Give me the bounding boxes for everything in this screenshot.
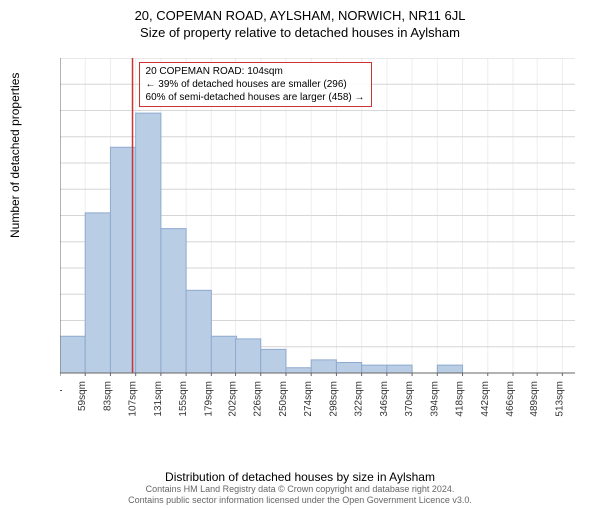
annotation-line: 20 COPEMAN ROAD: 104sqm: [146, 65, 365, 78]
svg-text:466sqm: 466sqm: [505, 381, 516, 417]
svg-text:226sqm: 226sqm: [253, 381, 264, 417]
histogram-plot: 02040608010012014016018020022024035sqm59…: [60, 58, 580, 428]
title-sub: Size of property relative to detached ho…: [0, 25, 600, 40]
x-axis-label: Distribution of detached houses by size …: [0, 470, 600, 484]
annotation-line: 60% of semi-detached houses are larger (…: [146, 91, 365, 104]
svg-text:131sqm: 131sqm: [153, 381, 164, 417]
svg-text:179sqm: 179sqm: [203, 381, 214, 417]
chart-area: 02040608010012014016018020022024035sqm59…: [60, 58, 580, 428]
svg-text:489sqm: 489sqm: [529, 381, 540, 417]
svg-text:418sqm: 418sqm: [455, 381, 466, 417]
svg-text:59sqm: 59sqm: [77, 381, 88, 411]
svg-text:107sqm: 107sqm: [128, 381, 139, 417]
svg-text:298sqm: 298sqm: [328, 381, 339, 417]
svg-text:274sqm: 274sqm: [303, 381, 314, 417]
annotation-line: ← 39% of detached houses are smaller (29…: [146, 78, 365, 91]
attribution: Contains HM Land Registry data © Crown c…: [0, 484, 600, 506]
svg-text:442sqm: 442sqm: [480, 381, 491, 417]
svg-text:155sqm: 155sqm: [178, 381, 189, 417]
svg-text:250sqm: 250sqm: [278, 381, 289, 417]
svg-text:346sqm: 346sqm: [379, 381, 390, 417]
marker-annotation: 20 COPEMAN ROAD: 104sqm ← 39% of detache…: [139, 62, 372, 107]
title-main: 20, COPEMAN ROAD, AYLSHAM, NORWICH, NR11…: [0, 8, 600, 23]
svg-text:513sqm: 513sqm: [554, 381, 565, 417]
attribution-line: Contains public sector information licen…: [0, 495, 600, 506]
chart-container: 20, COPEMAN ROAD, AYLSHAM, NORWICH, NR11…: [0, 8, 600, 508]
svg-text:322sqm: 322sqm: [354, 381, 365, 417]
svg-text:370sqm: 370sqm: [404, 381, 415, 417]
svg-text:83sqm: 83sqm: [102, 381, 113, 411]
attribution-line: Contains HM Land Registry data © Crown c…: [0, 484, 600, 495]
svg-text:35sqm: 35sqm: [60, 381, 63, 411]
svg-text:394sqm: 394sqm: [429, 381, 440, 417]
svg-text:202sqm: 202sqm: [228, 381, 239, 417]
y-axis-label: Number of detached properties: [8, 73, 22, 238]
